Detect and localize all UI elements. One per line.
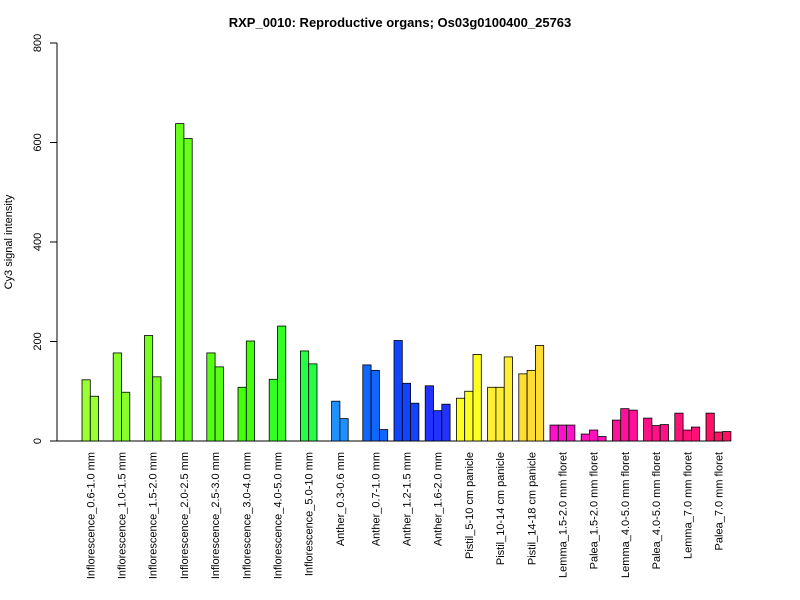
y-tick-label: 600 <box>32 133 44 151</box>
bars <box>81 123 732 442</box>
y-tick-label: 400 <box>32 233 44 251</box>
bar <box>424 385 434 442</box>
bar <box>713 431 723 442</box>
bar <box>526 369 536 442</box>
bar <box>362 364 372 442</box>
bar <box>370 369 380 442</box>
bar <box>455 397 466 442</box>
bar <box>651 425 661 442</box>
bar <box>691 426 701 442</box>
category-label: Anther_1.6-2.0 mm <box>433 452 445 546</box>
bar <box>112 352 122 442</box>
y-axis-label: Cy3 signal intensity <box>3 194 15 289</box>
bar <box>81 379 91 442</box>
bar <box>89 395 100 442</box>
category-label: Inflorescence_1.0-1.5 mm <box>117 452 129 579</box>
bar <box>441 403 451 442</box>
category-label: Palea_4.0-5.0 mm floret <box>651 452 663 569</box>
chart-title: RXP_0010: Reproductive organs; Os03g0100… <box>229 15 572 30</box>
bar <box>464 390 474 442</box>
category-label: Pistil_10-14 cm panicle <box>495 452 507 565</box>
bar <box>277 325 287 442</box>
category-label: Palea_7.0 mm floret <box>713 452 725 550</box>
bar <box>143 335 154 442</box>
bar <box>589 429 599 442</box>
bar <box>183 138 193 442</box>
bar <box>214 366 224 442</box>
category-label: Anther_0.7-1.0 mm <box>370 452 382 546</box>
category-label: Anther_0.3-0.6 mm <box>335 452 347 546</box>
bar <box>580 433 590 442</box>
category-label: Pistil_5-10 cm panicle <box>464 452 476 559</box>
bar <box>175 123 185 442</box>
category-label: Lemma_1.5-2.0 mm floret <box>557 452 569 578</box>
category-label: Inflorescence_4.0-5.0 mm <box>273 452 285 579</box>
bar <box>121 391 131 442</box>
y-tick-label: 0 <box>32 438 44 444</box>
bar <box>410 402 420 442</box>
bar <box>393 340 403 442</box>
bar <box>535 345 545 442</box>
bar <box>268 378 278 442</box>
category-label: Anther_1.2-1.5 mm <box>401 452 413 546</box>
bar <box>643 417 653 442</box>
y-tick-label: 800 <box>32 34 44 52</box>
bar <box>549 424 559 442</box>
bar <box>206 352 216 442</box>
category-label: Inflorescence_1.5-2.0 mm <box>148 452 160 579</box>
bar <box>557 424 567 442</box>
bar <box>612 419 622 442</box>
category-labels: Inflorescence_0.6-1.0 mm Inflorescence_1.… <box>85 452 725 579</box>
bar <box>237 386 247 442</box>
bar <box>659 424 669 442</box>
bar <box>487 386 497 442</box>
bar <box>495 386 505 442</box>
y-tick-label: 200 <box>32 332 44 350</box>
category-label: Lemma_7.0 mm floret <box>682 452 694 559</box>
bar <box>339 418 349 442</box>
category-label: Inflorescence_3.0-4.0 mm <box>241 452 253 579</box>
bar <box>378 429 389 442</box>
bar <box>152 376 162 442</box>
category-label: Inflorescence_2.5-3.0 mm <box>210 452 222 579</box>
category-label: Inflorescence_0.6-1.0 mm <box>85 452 97 579</box>
y-ticks: 0 200 400 600 800 <box>32 34 57 444</box>
bar <box>566 424 576 442</box>
bar <box>722 431 732 442</box>
category-label: Inflorescence_2.0-2.5 mm <box>179 452 191 579</box>
category-label: Pistil_14-18 cm panicle <box>526 452 538 565</box>
bar <box>503 356 513 442</box>
bar <box>682 429 692 442</box>
bar <box>401 382 411 442</box>
bar <box>245 340 256 442</box>
category-label: Lemma_4.0-5.0 mm floret <box>620 452 632 578</box>
category-label: Palea_1.5-2.0 mm floret <box>589 452 601 569</box>
bar <box>674 412 684 442</box>
bar <box>705 412 715 442</box>
bar <box>299 350 310 442</box>
bar <box>308 363 318 442</box>
bar <box>472 354 482 442</box>
bar <box>620 408 630 442</box>
category-label: Inflorescence_5.0-10 mm <box>304 452 316 576</box>
bar <box>433 410 443 442</box>
bar <box>628 409 638 442</box>
bar <box>331 400 341 442</box>
bar <box>518 373 528 442</box>
bar <box>597 436 607 442</box>
